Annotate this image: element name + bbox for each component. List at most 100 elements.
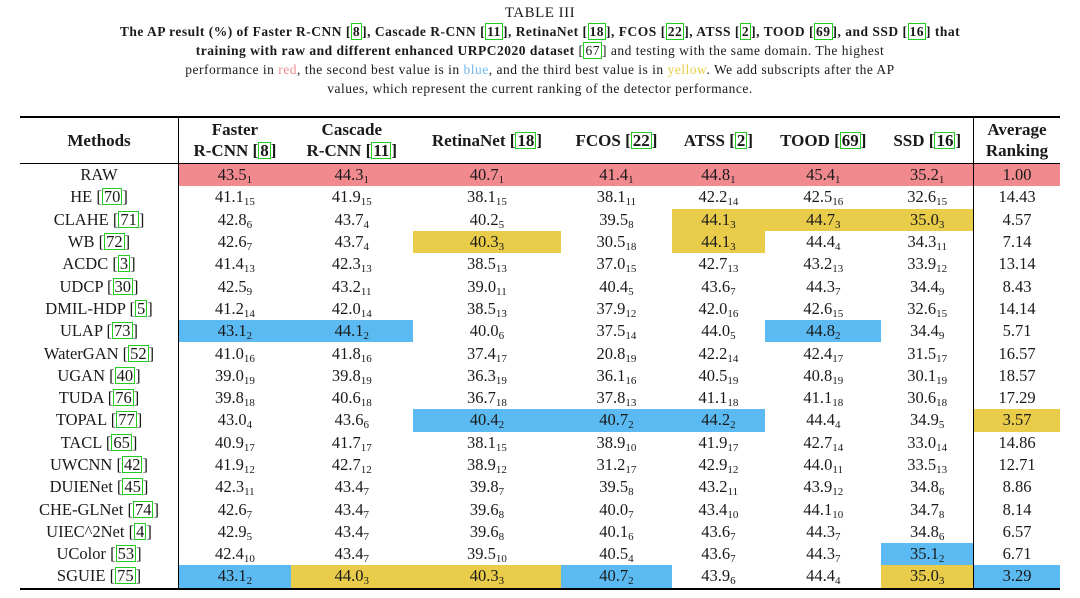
ap-cell: 30.119 (881, 365, 973, 387)
citation-link[interactable]: 71 (118, 209, 139, 229)
citation-link[interactable]: 11 (371, 141, 392, 160)
ap-value: 32.6 (907, 187, 937, 207)
ap-rank: 7 (363, 530, 369, 543)
ap-rank: 11 (936, 241, 947, 254)
ap-cell: 43.67 (672, 275, 765, 298)
header-line-1: FCOS (575, 130, 626, 150)
ap-rank: 12 (625, 307, 637, 320)
ap-value: 34.9 (910, 410, 939, 430)
ap-value: 35.0 (910, 566, 939, 586)
method-name: UColor [53] (20, 543, 179, 566)
table-row: TACL [65] 40.917 41.717 38.115 38.910 41.917 4… (20, 431, 1060, 454)
citation-link[interactable]: 65 (111, 432, 132, 452)
citation-link[interactable]: 76 (113, 388, 134, 408)
ap-rank: 7 (730, 285, 736, 298)
ap-cell: 41.41 (561, 163, 672, 187)
ap-rank: 18 (625, 241, 637, 254)
table-row: CLAHE [71] 42.86 43.74 40.25 39.58 44.13 44.73… (20, 208, 1060, 231)
ap-rank: 15 (243, 196, 255, 209)
citation-link[interactable]: 75 (115, 566, 136, 586)
ap-cell: 42.714 (765, 432, 881, 454)
ap-cell: 43.912 (765, 476, 881, 498)
table-row: DMIL-HDP [5] 41.214 42.014 38.513 37.912 42.0… (20, 297, 1060, 321)
citation-link[interactable]: 16 (907, 23, 927, 40)
citation-link[interactable]: 77 (116, 410, 137, 430)
ap-rank: 16 (625, 374, 637, 387)
ap-cell: 40.25 (413, 209, 562, 231)
ap-cell: 37.514 (561, 320, 671, 342)
ap-value: 40.9 (214, 432, 244, 452)
citation-link[interactable]: 22 (630, 130, 652, 150)
citation-link[interactable]: 18 (515, 130, 537, 150)
citation-link[interactable]: 5 (134, 298, 148, 318)
ap-rank: 18 (360, 397, 372, 410)
table-row: UDCP [30] 42.59 43.211 39.011 40.45 43.67 44.3… (20, 275, 1060, 298)
ap-value: 41.1 (214, 187, 244, 207)
ap-cell: 36.319 (413, 365, 562, 387)
citation-link[interactable]: 42 (121, 455, 143, 474)
ap-rank: 11 (727, 486, 739, 499)
ap-rank: 10 (727, 508, 739, 521)
ap-cell: 41.917 (672, 432, 765, 454)
ap-rank: 15 (832, 307, 844, 320)
citation-link[interactable]: 53 (115, 544, 137, 564)
ap-rank: 11 (496, 285, 507, 298)
citation-link[interactable]: 8 (258, 141, 271, 160)
ap-rank: 11 (625, 196, 637, 209)
citation-link[interactable]: 18 (587, 23, 607, 40)
citation-link[interactable]: 2 (734, 130, 748, 150)
citation-link[interactable]: 69 (839, 130, 861, 150)
ap-rank: 2 (246, 575, 253, 588)
ap-value: 37.4 (467, 343, 496, 363)
ap-cell: 44.13 (671, 208, 766, 231)
citation-link[interactable]: 22 (665, 23, 685, 40)
ap-rank: 14 (625, 330, 637, 343)
ap-value: 43.4 (334, 521, 364, 541)
ap-cell: 44.110 (765, 498, 881, 521)
ap-cell: 40.519 (672, 365, 765, 387)
ap-rank: 14 (727, 352, 739, 365)
citation-link[interactable]: 67 (583, 42, 602, 59)
ap-rank: 18 (727, 397, 739, 410)
ap-rank: 15 (495, 441, 507, 454)
citation-link[interactable]: 11 (485, 23, 503, 40)
ap-value: 38.5 (467, 298, 496, 318)
table-row: UIEC^2Net [4] 42.95 43.47 39.68 40.16 43.67 44… (20, 520, 1060, 544)
method-name: ULAP [73] (20, 320, 179, 343)
citation-link[interactable]: 74 (132, 499, 154, 519)
ap-value: 31.2 (596, 455, 626, 474)
citation-link[interactable]: 4 (134, 521, 147, 541)
citation-link[interactable]: 52 (128, 343, 149, 363)
caption-line-4: values, which represent the current rank… (327, 81, 753, 96)
citation-link[interactable]: 69 (814, 23, 833, 40)
header-line-2: Ranking (985, 141, 1049, 160)
citation-link[interactable]: 72 (104, 232, 125, 252)
ap-rank: 5 (628, 285, 634, 298)
average-ranking: 8.14 (973, 498, 1060, 521)
table-row: SGUIE [75] 43.12 44.03 40.33 40.72 43.96 44.44… (20, 565, 1060, 590)
method-name: HE [70] (20, 186, 179, 209)
citation-link[interactable]: 45 (122, 477, 143, 497)
ap-rank: 17 (360, 441, 372, 454)
citation-link[interactable]: 73 (112, 321, 133, 341)
ap-rank: 14 (727, 196, 739, 209)
citation-link[interactable]: 2 (739, 23, 752, 40)
citation-link[interactable]: 30 (112, 276, 134, 296)
ap-rank: 1 (498, 174, 505, 187)
citation-link[interactable]: 16 (934, 130, 956, 150)
ap-cell: 42.410 (179, 543, 291, 565)
header-line-2: R-CNN (193, 141, 253, 160)
method-label: UIEC^2Net (46, 521, 129, 541)
method-label: UGAN (57, 365, 110, 385)
citation-link[interactable]: 70 (101, 187, 123, 207)
citation-link[interactable]: 8 (350, 23, 363, 40)
citation-link[interactable]: 3 (117, 254, 131, 274)
ap-value: 33.5 (907, 455, 937, 474)
ap-value: 40.8 (803, 365, 833, 385)
ap-value: 43.6 (701, 521, 731, 541)
ap-rank: 12 (243, 464, 255, 476)
ap-value: 39.0 (467, 276, 497, 296)
ap-value: 40.7 (469, 165, 499, 185)
citation-link[interactable]: 40 (114, 365, 136, 385)
ap-rank: 13 (243, 263, 255, 276)
